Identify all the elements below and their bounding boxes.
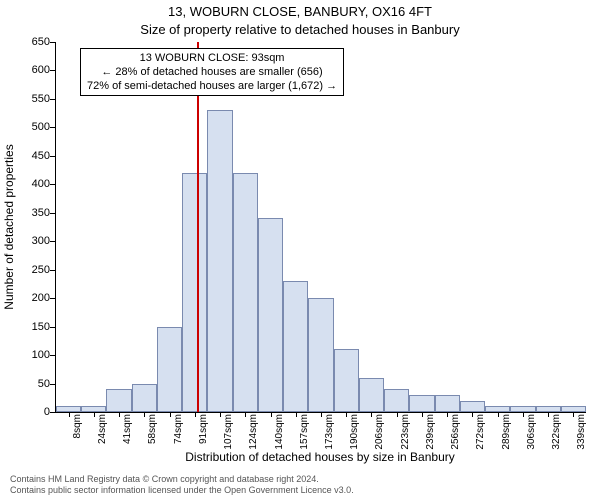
histogram-bar <box>409 395 434 412</box>
x-tick <box>144 412 145 417</box>
x-tick-label: 190sqm <box>350 414 360 454</box>
y-tick-label: 550 <box>20 94 50 105</box>
y-tick-label: 50 <box>20 379 50 390</box>
x-tick-label: 58sqm <box>148 414 158 454</box>
x-tick <box>397 412 398 417</box>
histogram-bar <box>132 384 157 412</box>
y-axis-label: Number of detached properties <box>2 42 18 412</box>
annotation-line2: ← 28% of detached houses are smaller (65… <box>87 65 337 79</box>
x-axis-label: Distribution of detached houses by size … <box>55 450 585 464</box>
x-tick <box>94 412 95 417</box>
x-tick <box>271 412 272 417</box>
y-tick <box>50 127 56 128</box>
x-tick-label: 322sqm <box>552 414 562 454</box>
annotation-line3: 72% of semi-detached houses are larger (… <box>87 79 337 93</box>
x-tick <box>170 412 171 417</box>
x-tick-label: 272sqm <box>476 414 486 454</box>
y-tick-label: 400 <box>20 179 50 190</box>
x-tick <box>472 412 473 417</box>
x-tick <box>119 412 120 417</box>
x-tick-label: 289sqm <box>502 414 512 454</box>
y-tick <box>50 213 56 214</box>
y-tick-label: 0 <box>20 407 50 418</box>
histogram-bar <box>308 298 333 412</box>
x-tick-label: 306sqm <box>527 414 537 454</box>
x-tick <box>245 412 246 417</box>
y-tick-label: 450 <box>20 151 50 162</box>
chart-title: 13, WOBURN CLOSE, BANBURY, OX16 4FT <box>0 4 600 19</box>
y-tick-label: 150 <box>20 322 50 333</box>
reference-line <box>197 42 199 412</box>
x-tick <box>69 412 70 417</box>
y-tick <box>50 99 56 100</box>
annotation-line1: 13 WOBURN CLOSE: 93sqm <box>87 51 337 65</box>
histogram-bar <box>359 378 384 412</box>
x-tick <box>220 412 221 417</box>
y-tick <box>50 384 56 385</box>
x-tick-label: 74sqm <box>174 414 184 454</box>
y-tick <box>50 298 56 299</box>
chart-subtitle: Size of property relative to detached ho… <box>0 22 600 37</box>
histogram-bar <box>233 173 258 412</box>
y-tick <box>50 355 56 356</box>
x-tick <box>523 412 524 417</box>
x-tick <box>346 412 347 417</box>
x-tick-label: 140sqm <box>275 414 285 454</box>
y-tick <box>50 412 56 413</box>
x-tick-label: 24sqm <box>98 414 108 454</box>
x-tick-label: 91sqm <box>199 414 209 454</box>
x-tick-label: 206sqm <box>375 414 385 454</box>
y-tick-label: 300 <box>20 236 50 247</box>
x-tick-label: 223sqm <box>401 414 411 454</box>
y-tick-label: 500 <box>20 122 50 133</box>
histogram-bar <box>182 173 207 412</box>
histogram-bar <box>258 218 283 412</box>
y-tick-label: 600 <box>20 65 50 76</box>
y-tick-label: 350 <box>20 208 50 219</box>
y-tick-label: 100 <box>20 350 50 361</box>
x-tick-label: 107sqm <box>224 414 234 454</box>
x-tick-label: 157sqm <box>300 414 310 454</box>
histogram-bar <box>283 281 308 412</box>
x-tick-label: 239sqm <box>426 414 436 454</box>
x-tick <box>195 412 196 417</box>
y-tick <box>50 156 56 157</box>
y-tick <box>50 270 56 271</box>
x-tick-label: 8sqm <box>73 414 83 454</box>
histogram-bar <box>384 389 409 412</box>
y-tick <box>50 241 56 242</box>
footer-line1: Contains HM Land Registry data © Crown c… <box>10 474 354 485</box>
y-tick-label: 250 <box>20 265 50 276</box>
y-tick <box>50 327 56 328</box>
histogram-bar <box>157 327 182 412</box>
chart-container: 13, WOBURN CLOSE, BANBURY, OX16 4FT Size… <box>0 0 600 500</box>
footer-line2: Contains public sector information licen… <box>10 485 354 496</box>
x-tick-label: 256sqm <box>451 414 461 454</box>
x-tick <box>422 412 423 417</box>
y-tick <box>50 184 56 185</box>
x-tick <box>573 412 574 417</box>
x-tick <box>321 412 322 417</box>
y-tick-label: 650 <box>20 37 50 48</box>
x-tick-label: 173sqm <box>325 414 335 454</box>
histogram-bar <box>334 349 359 412</box>
x-tick <box>548 412 549 417</box>
histogram-bar <box>106 389 131 412</box>
y-tick <box>50 42 56 43</box>
x-tick-label: 124sqm <box>249 414 259 454</box>
x-tick-label: 41sqm <box>123 414 133 454</box>
x-tick <box>296 412 297 417</box>
histogram-bar <box>460 401 485 412</box>
y-tick <box>50 70 56 71</box>
x-tick <box>447 412 448 417</box>
x-tick <box>498 412 499 417</box>
histogram-bar <box>435 395 460 412</box>
histogram-bar <box>207 110 232 412</box>
footer-text: Contains HM Land Registry data © Crown c… <box>10 474 354 496</box>
annotation-box: 13 WOBURN CLOSE: 93sqm ← 28% of detached… <box>80 48 344 96</box>
y-tick-label: 200 <box>20 293 50 304</box>
plot-area: 0501001502002503003504004505005506006508… <box>55 42 586 413</box>
x-tick <box>371 412 372 417</box>
x-tick-label: 339sqm <box>577 414 587 454</box>
